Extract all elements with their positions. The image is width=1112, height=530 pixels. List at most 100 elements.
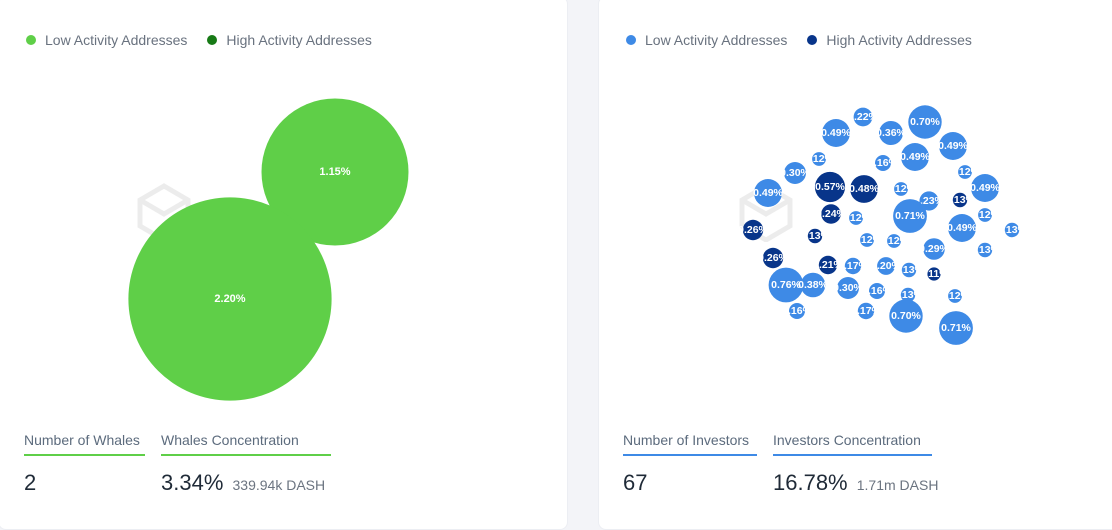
investor-bubble[interactable]: 0.12% [940,289,971,303]
investor-bubble-circle[interactable] [893,199,927,233]
investor-bubble-circle[interactable] [869,283,885,299]
investor-bubble[interactable]: 0.11% [919,267,949,281]
investor-bubble-circle[interactable] [850,175,878,203]
investor-bubble[interactable]: 0.21% [813,255,844,275]
investor-bubble-circle[interactable] [789,303,805,319]
investor-bubble[interactable]: 0.70% [889,299,923,333]
investor-bubble-circle[interactable] [800,272,826,298]
investor-bubble[interactable]: 0.12% [886,182,917,196]
investor-bubble-circle[interactable] [762,247,784,269]
investor-bubble[interactable]: 0.17% [851,302,882,320]
investor-bubble[interactable]: 0.22% [848,107,879,127]
investor-bubble[interactable]: 0.26% [738,219,769,241]
investor-bubble-circle[interactable] [919,191,939,211]
investor-bubble-circle[interactable] [784,162,806,184]
investor-bubble[interactable]: 0.20% [871,257,902,275]
investor-bubble[interactable]: 0.24% [816,204,847,224]
investor-bubble-circle[interactable] [860,233,874,247]
investor-bubble-circle[interactable] [857,302,875,320]
investor-bubble-circle[interactable] [837,277,859,299]
whale-bubble[interactable]: 2.20% [128,197,332,401]
investor-bubble-circle[interactable] [977,242,993,258]
investor-bubble-circle[interactable] [927,267,941,281]
investor-bubble-circle[interactable] [939,132,967,160]
investor-bubble-circle[interactable] [768,267,804,303]
investor-bubble[interactable]: 0.49% [900,143,931,171]
investor-bubble[interactable]: 0.13% [997,222,1028,238]
investor-bubble[interactable]: 0.49% [947,214,978,242]
investor-bubble[interactable]: 0.30% [780,162,811,184]
investor-bubble[interactable]: 0.13% [970,242,1001,258]
investor-bubble[interactable]: 0.70% [908,105,942,139]
legend-item-low-activity[interactable]: Low Activity Addresses [626,32,787,48]
investor-bubble-circle[interactable] [971,174,999,202]
investor-bubble-circle[interactable] [814,171,846,203]
investor-bubble-circle[interactable] [901,262,917,278]
investor-bubble-circle[interactable] [754,179,782,207]
investor-bubble[interactable]: 0.13% [800,228,831,244]
investor-bubble-circle[interactable] [844,257,862,275]
investor-bubble[interactable]: 0.76% [768,267,804,303]
investor-bubble-circle[interactable] [849,211,863,225]
investor-bubble[interactable]: 0.26% [758,247,789,269]
investor-bubble-circle[interactable] [923,238,945,260]
investor-bubble[interactable]: 0.17% [838,257,869,275]
investor-bubble-circle[interactable] [958,165,972,179]
investor-bubble[interactable]: 0.57% [814,171,846,203]
investor-bubble-circle[interactable] [1004,222,1020,238]
investor-bubble[interactable]: 0.12% [804,152,835,166]
investor-bubble[interactable]: 0.13% [894,262,925,278]
investor-bubble[interactable]: 0.12% [852,233,883,247]
investor-bubble[interactable]: 0.12% [879,234,910,248]
investor-bubble-circle[interactable] [978,208,992,222]
investor-bubble-circle[interactable] [889,299,923,333]
investor-bubble[interactable]: 0.48% [849,175,880,203]
investor-bubble-circle[interactable] [742,219,764,241]
legend-item-high-activity[interactable]: High Activity Addresses [807,32,972,48]
investor-bubble-circle[interactable] [948,214,976,242]
investor-bubble[interactable]: 0.29% [919,238,950,260]
investor-bubble-circle[interactable] [822,119,850,147]
investor-bubble[interactable]: 0.12% [970,208,1001,222]
investor-bubble[interactable]: 0.36% [876,121,907,145]
investor-bubble-circle[interactable] [807,228,823,244]
investor-bubble[interactable]: 0.16% [782,303,813,319]
investor-bubble[interactable]: 0.49% [753,179,784,207]
investor-bubble[interactable]: 0.49% [821,119,852,147]
investor-bubble[interactable]: 0.13% [893,287,924,303]
investor-bubble[interactable]: 0.71% [939,311,973,345]
investor-bubble-label: 0.70% [891,310,921,322]
investor-bubble[interactable]: 0.16% [862,283,893,299]
investor-bubble-circle[interactable] [894,182,908,196]
investor-bubble-circle[interactable] [948,289,962,303]
investor-bubble-circle[interactable] [877,257,895,275]
investor-bubble-circle[interactable] [901,143,929,171]
investor-bubble[interactable]: 0.30% [833,277,864,299]
investor-bubble[interactable]: 0.49% [970,174,1001,202]
whale-bubble-circle[interactable] [128,197,332,401]
investor-bubble-label: 0.49% [821,127,851,139]
investor-bubble[interactable]: 0.38% [798,272,829,298]
investor-bubble-circle[interactable] [853,107,873,127]
investor-bubble-circle[interactable] [812,152,826,166]
investor-bubble[interactable]: 0.13% [945,192,976,208]
investor-bubble-circle[interactable] [908,105,942,139]
investor-bubble[interactable]: 0.12% [950,165,981,179]
investor-bubble[interactable]: 0.12% [841,211,872,225]
investor-bubble-circle[interactable] [879,121,903,145]
investor-bubble[interactable]: 0.49% [938,132,969,160]
investor-bubble-circle[interactable] [952,192,968,208]
investor-bubble-circle[interactable] [818,255,838,275]
investor-bubble[interactable]: 0.71% [893,199,927,233]
legend-item-high-activity[interactable]: High Activity Addresses [207,32,372,48]
investor-bubble-circle[interactable] [939,311,973,345]
investor-bubble-circle[interactable] [887,234,901,248]
legend-item-low-activity[interactable]: Low Activity Addresses [26,32,187,48]
investor-bubble[interactable]: 0.16% [868,155,899,171]
investor-bubble-label: 0.12% [852,234,882,246]
whale-bubble-circle[interactable] [261,98,409,246]
whale-bubble[interactable]: 1.15% [261,98,409,246]
investor-bubble-circle[interactable] [900,287,916,303]
investor-bubble-circle[interactable] [821,204,841,224]
investor-bubble-circle[interactable] [875,155,891,171]
